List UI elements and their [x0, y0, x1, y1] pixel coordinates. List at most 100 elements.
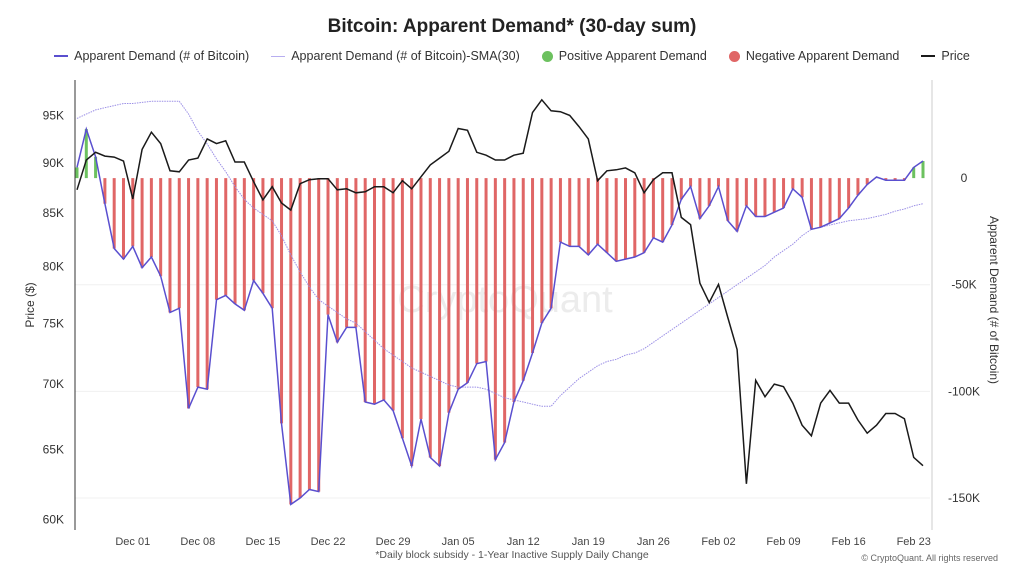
- demand-line: [76, 126, 924, 506]
- x-tick-label: Dec 29: [376, 536, 411, 548]
- y-left-axis-label: Price ($): [23, 282, 37, 327]
- negative-demand-bar: [828, 178, 832, 223]
- x-tick-label: Jan 05: [442, 536, 475, 548]
- negative-demand-bar: [307, 178, 311, 490]
- legend-item[interactable]: Apparent Demand (# of Bitcoin)-SMA(30): [271, 49, 520, 63]
- negative-demand-bar: [335, 178, 339, 343]
- negative-demand-bar: [140, 178, 144, 268]
- legend-item[interactable]: Apparent Demand (# of Bitcoin): [54, 49, 249, 63]
- footnote: *Daily block subsidy - 1-Year Inactive S…: [375, 549, 649, 561]
- negative-demand-bar: [735, 178, 739, 232]
- negative-demand-bar: [447, 178, 451, 413]
- legend-swatch: [921, 55, 936, 57]
- negative-demand-bar: [531, 178, 535, 353]
- negative-demand-bar: [149, 178, 153, 258]
- legend-item[interactable]: Negative Apparent Demand: [728, 49, 899, 63]
- negative-demand-bar: [196, 178, 200, 388]
- negative-demand-bar: [568, 178, 572, 247]
- negative-demand-bar: [791, 178, 795, 189]
- legend-item[interactable]: Positive Apparent Demand: [541, 49, 707, 63]
- negative-demand-bar: [689, 178, 693, 187]
- negative-demand-bar: [438, 178, 442, 467]
- negative-demand-bar: [317, 178, 321, 492]
- copyright: © CryptoQuant. All rights reserved: [861, 553, 998, 563]
- y-left-tick-label: 85K: [43, 206, 64, 220]
- negative-demand-bar: [642, 178, 646, 253]
- legend-label: Price: [941, 49, 970, 63]
- negative-demand-bar: [772, 178, 776, 213]
- negative-demand-bar: [112, 178, 116, 249]
- negative-demand-bar: [586, 178, 590, 255]
- negative-demand-bar: [679, 178, 683, 200]
- negative-demand-bar: [540, 178, 544, 324]
- negative-demand-bar: [419, 178, 423, 420]
- y-right-axis-label: Apparent Demand (# of Bitcoin): [987, 216, 1001, 384]
- negative-demand-bar: [280, 178, 284, 424]
- negative-demand-bar: [410, 178, 414, 467]
- negative-demand-bar: [651, 178, 655, 238]
- y-left-tick-label: 90K: [43, 156, 64, 170]
- legend-swatch: [728, 50, 740, 62]
- negative-demand-bar: [744, 178, 748, 206]
- negative-demand-bar: [214, 178, 218, 300]
- x-tick-label: Feb 16: [832, 536, 866, 548]
- x-tick-label: Jan 12: [507, 536, 540, 548]
- negative-demand-bar: [382, 178, 386, 400]
- y-right-tick-label: -150K: [948, 491, 980, 505]
- y-right-tick-label: -100K: [948, 384, 980, 398]
- y-left-tick-label: 75K: [43, 316, 64, 330]
- negative-demand-bar: [289, 178, 293, 505]
- x-tick-label: Jan 19: [572, 536, 605, 548]
- negative-demand-bar: [224, 178, 228, 296]
- negative-demand-bar: [605, 178, 609, 253]
- sma-line: [76, 100, 924, 407]
- negative-demand-bar: [800, 178, 804, 198]
- y-right-tick-label: -50K: [951, 278, 976, 292]
- negative-demand-bar: [372, 178, 376, 405]
- negative-demand-bar: [252, 178, 256, 281]
- negative-demand-bar: [428, 178, 432, 458]
- negative-demand-bar: [670, 178, 674, 226]
- negative-demand-bar: [865, 178, 869, 185]
- legend: Apparent Demand (# of Bitcoin) Apparent D…: [0, 49, 1024, 63]
- x-tick-label: Feb 09: [766, 536, 800, 548]
- x-tick-label: Feb 23: [897, 536, 931, 548]
- negative-demand-bar: [577, 178, 581, 247]
- negative-demand-bar: [456, 178, 460, 390]
- negative-demand-bar: [159, 178, 163, 277]
- negative-demand-bar: [400, 178, 404, 439]
- negative-demand-bar: [233, 178, 237, 304]
- negative-demand-bar: [503, 178, 507, 443]
- y-left-tick-label: 70K: [43, 377, 64, 391]
- positive-demand-bar: [84, 129, 88, 179]
- positive-demand-bar: [94, 156, 98, 179]
- negative-demand-bar: [326, 178, 330, 315]
- negative-demand-bar: [121, 178, 125, 260]
- legend-label: Apparent Demand (# of Bitcoin)-SMA(30): [291, 49, 520, 63]
- negative-demand-bar: [521, 178, 525, 381]
- negative-demand-bar: [614, 178, 618, 262]
- negative-demand-bar: [558, 178, 562, 243]
- legend-item[interactable]: Price: [921, 49, 970, 63]
- x-tick-label: Dec 01: [115, 536, 150, 548]
- legend-label: Apparent Demand (# of Bitcoin): [74, 49, 250, 63]
- negative-demand-bar: [596, 178, 600, 245]
- negative-demand-bar: [884, 178, 888, 181]
- positive-demand-bar: [75, 167, 79, 179]
- positive-demand-bar: [912, 167, 916, 179]
- negative-demand-bar: [661, 178, 665, 243]
- negative-demand-bar: [716, 178, 720, 187]
- legend-swatch: [271, 55, 286, 57]
- negative-demand-bar: [475, 178, 479, 364]
- negative-demand-bar: [819, 178, 823, 228]
- negative-demand-bar: [205, 178, 209, 390]
- positive-demand-bar: [921, 161, 925, 179]
- negative-demand-bar: [754, 178, 758, 217]
- y-left-tick-label: 65K: [43, 442, 64, 456]
- y-left-tick-label: 95K: [43, 108, 64, 122]
- negative-demand-bar: [187, 178, 191, 409]
- negative-demand-bar: [856, 178, 860, 196]
- price-line: [76, 98, 924, 484]
- x-tick-label: Feb 02: [701, 536, 735, 548]
